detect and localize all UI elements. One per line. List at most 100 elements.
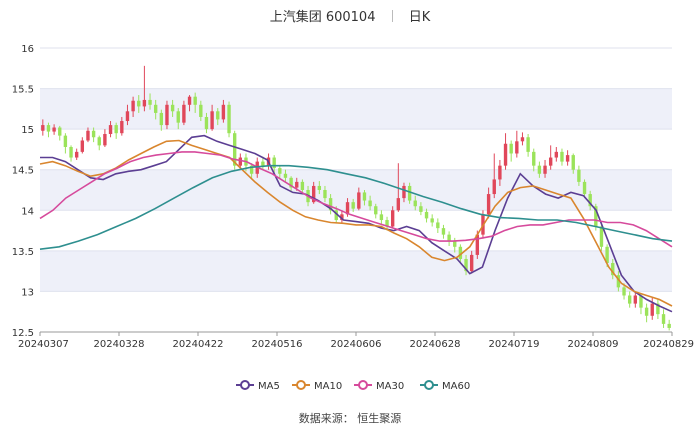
plot-band bbox=[40, 88, 672, 130]
candle bbox=[80, 137, 85, 154]
candle-body bbox=[424, 211, 429, 219]
candle bbox=[419, 202, 423, 216]
ma-lines bbox=[39, 134, 673, 313]
candle-body bbox=[311, 185, 316, 203]
candle-body bbox=[515, 141, 519, 154]
candle-body bbox=[63, 135, 68, 147]
plot-bands bbox=[40, 88, 672, 292]
candle-body bbox=[125, 111, 130, 122]
legend-marker bbox=[358, 380, 368, 390]
candle-body bbox=[368, 200, 372, 207]
candle bbox=[498, 159, 502, 186]
candle-body bbox=[436, 222, 440, 229]
candle-body bbox=[577, 169, 581, 182]
candle-body bbox=[249, 165, 254, 174]
candle bbox=[627, 291, 632, 308]
candle bbox=[58, 125, 62, 141]
candle bbox=[120, 116, 124, 136]
candle bbox=[41, 119, 45, 136]
candle-body bbox=[503, 143, 508, 166]
candle-body bbox=[204, 116, 209, 130]
candle-body bbox=[131, 100, 135, 112]
chart-title: 上汽集团 600104 日K bbox=[0, 6, 700, 25]
candle-body bbox=[520, 137, 525, 142]
candle-body bbox=[492, 179, 496, 195]
y-tick-label: 15.5 bbox=[12, 85, 34, 96]
candle bbox=[159, 109, 164, 131]
candle-body bbox=[193, 96, 197, 105]
candle-body bbox=[396, 198, 401, 211]
candle-body bbox=[300, 181, 305, 190]
candle-body bbox=[582, 181, 587, 195]
candle bbox=[633, 291, 638, 308]
candle-body bbox=[182, 104, 186, 123]
candle bbox=[227, 101, 231, 138]
candle bbox=[520, 132, 525, 146]
candle bbox=[486, 187, 491, 219]
candle bbox=[216, 108, 220, 126]
candle-body bbox=[667, 323, 671, 328]
candle-body bbox=[261, 161, 265, 166]
candle bbox=[283, 169, 288, 182]
candle-body bbox=[594, 206, 598, 227]
candle-body bbox=[548, 157, 553, 166]
candle bbox=[436, 218, 440, 234]
candle-body bbox=[475, 234, 480, 255]
candle-body bbox=[142, 99, 147, 107]
candle-body bbox=[227, 104, 231, 134]
candle bbox=[289, 176, 293, 193]
candle-body bbox=[374, 206, 378, 215]
candle bbox=[249, 163, 254, 178]
candle-body bbox=[153, 104, 158, 113]
legend-marker bbox=[296, 380, 306, 390]
candle-body bbox=[114, 125, 118, 134]
candle bbox=[97, 135, 101, 151]
candle-body bbox=[362, 192, 367, 201]
stock-name: 上汽集团 bbox=[269, 10, 322, 25]
candle-body bbox=[639, 295, 643, 308]
y-tick-label: 14.5 bbox=[12, 166, 34, 177]
candle-body bbox=[334, 210, 338, 221]
candle-body bbox=[278, 168, 282, 174]
candle-body bbox=[532, 151, 536, 166]
candle-body bbox=[656, 303, 660, 315]
x-tick-label: 20240328 bbox=[94, 339, 145, 350]
candle bbox=[577, 165, 581, 186]
candle-body bbox=[605, 246, 609, 264]
ma-line-ma5 bbox=[40, 134, 673, 313]
x-axis: 20240307 20240328 20240422 20240516 20240606… bbox=[18, 331, 694, 350]
candle bbox=[153, 99, 158, 120]
candle bbox=[317, 181, 322, 195]
candle bbox=[390, 206, 395, 229]
candle-body bbox=[46, 125, 51, 132]
candle bbox=[611, 258, 615, 280]
candle bbox=[137, 95, 141, 113]
candle bbox=[148, 93, 152, 110]
candle-body bbox=[407, 185, 412, 201]
candle bbox=[199, 100, 203, 122]
candle-body bbox=[108, 125, 113, 135]
candle-body bbox=[611, 263, 615, 276]
candle-body bbox=[385, 220, 389, 227]
legend-item-ma10: MA10 bbox=[292, 380, 342, 392]
candle bbox=[407, 182, 412, 204]
candle bbox=[622, 283, 626, 300]
legend-item-ma5: MA5 bbox=[236, 380, 280, 392]
legend-label: MA5 bbox=[258, 381, 280, 392]
candle-body bbox=[526, 137, 530, 152]
candle-body bbox=[430, 218, 434, 223]
legend-item-ma30: MA30 bbox=[354, 380, 404, 392]
candle-body bbox=[402, 185, 406, 199]
candle-body bbox=[661, 314, 666, 324]
candle-body bbox=[187, 96, 192, 105]
candle bbox=[616, 271, 621, 292]
candle-body bbox=[272, 157, 276, 169]
candle-body bbox=[69, 146, 73, 158]
candle bbox=[469, 250, 474, 274]
candle-body bbox=[441, 228, 446, 235]
candle bbox=[108, 121, 113, 138]
candle bbox=[187, 95, 192, 112]
y-tick-label: 12.5 bbox=[12, 328, 34, 339]
legend-item-ma60: MA60 bbox=[420, 380, 470, 392]
